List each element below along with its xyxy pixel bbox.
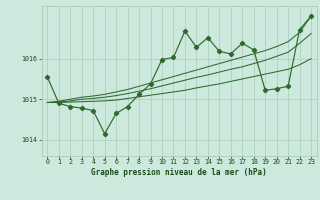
X-axis label: Graphe pression niveau de la mer (hPa): Graphe pression niveau de la mer (hPa): [91, 168, 267, 177]
